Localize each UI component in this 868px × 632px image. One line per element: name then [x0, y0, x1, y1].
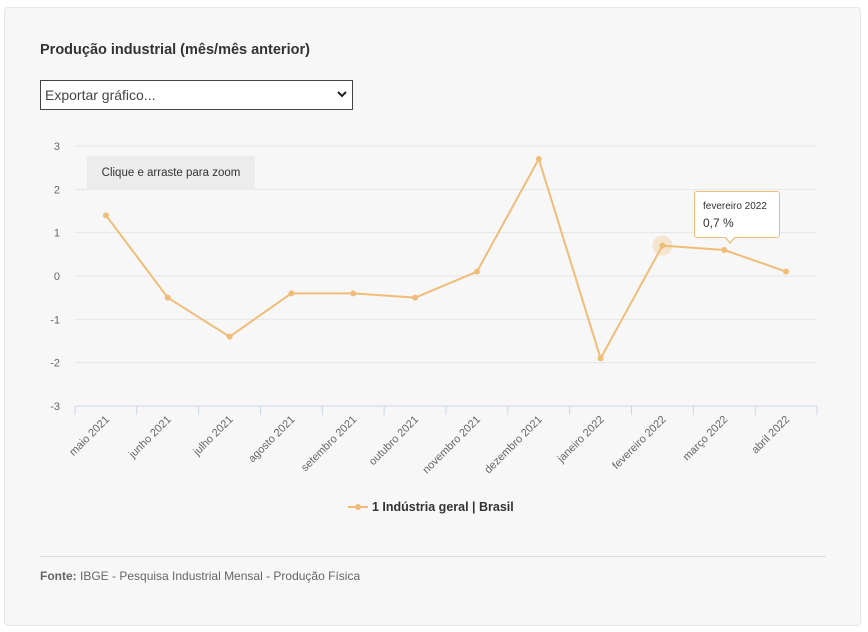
x-tick-label: agosto 2021: [246, 414, 297, 465]
footer-divider: [40, 556, 826, 557]
x-tick-label: outubro 2021: [367, 414, 421, 468]
y-tick-label: -1: [50, 314, 60, 326]
x-tick-label: abril 2022: [750, 414, 793, 457]
source-text: IBGE - Pesquisa Industrial Mensal - Prod…: [80, 569, 361, 583]
export-chart-select[interactable]: Exportar gráfico...: [40, 80, 353, 110]
legend-line-marker-icon: [348, 504, 368, 510]
chart-tooltip: fevereiro 2022 0,7 %: [694, 191, 780, 238]
y-tick-label: 2: [54, 184, 60, 196]
source-label: Fonte:: [40, 569, 77, 583]
chart-card: [4, 7, 861, 626]
y-tick-label: -2: [50, 358, 60, 370]
source-note: Fonte: IBGE - Pesquisa Industrial Mensal…: [40, 569, 360, 583]
data-point: [783, 268, 790, 275]
x-tick-label: dezembro 2021: [482, 414, 545, 477]
data-point: [102, 212, 109, 219]
x-tick-label: março 2022: [681, 414, 731, 464]
data-point: [721, 247, 728, 253]
x-tick-label: junho 2021: [126, 414, 174, 462]
x-tick-label: julho 2021: [191, 414, 236, 459]
data-point: [226, 333, 233, 340]
data-point: [535, 156, 542, 162]
data-point: [164, 294, 171, 301]
x-tick-label: novembro 2021: [420, 414, 483, 477]
zoom-hint: Clique e arraste para zoom: [87, 156, 255, 190]
data-point: [473, 268, 480, 275]
x-tick-label: janeiro 2022: [555, 414, 607, 466]
data-point: [350, 290, 357, 297]
y-tick-label: 0: [54, 271, 60, 283]
legend-label: 1 Indústria geral | Brasil: [372, 500, 514, 514]
data-point: [597, 355, 604, 362]
chart-legend[interactable]: 1 Indústria geral | Brasil: [348, 498, 514, 516]
tooltip-value: 0,7 %: [703, 216, 734, 230]
data-point: [659, 242, 666, 249]
y-tick-label: 3: [54, 141, 60, 153]
series-line: [105, 158, 787, 360]
tooltip-date: fevereiro 2022: [703, 201, 767, 212]
x-tick-label: fevereiro 2022: [610, 414, 668, 472]
tooltip-caret-inner: [725, 236, 735, 242]
y-tick-label: 1: [54, 228, 60, 240]
y-tick-label: -3: [50, 401, 60, 413]
data-point: [288, 290, 295, 297]
x-tick-label: setembro 2021: [299, 414, 359, 474]
chart-title: Produção industrial (mês/mês anterior): [40, 42, 310, 58]
data-point: [412, 294, 419, 301]
x-tick-label: maio 2021: [67, 414, 112, 459]
